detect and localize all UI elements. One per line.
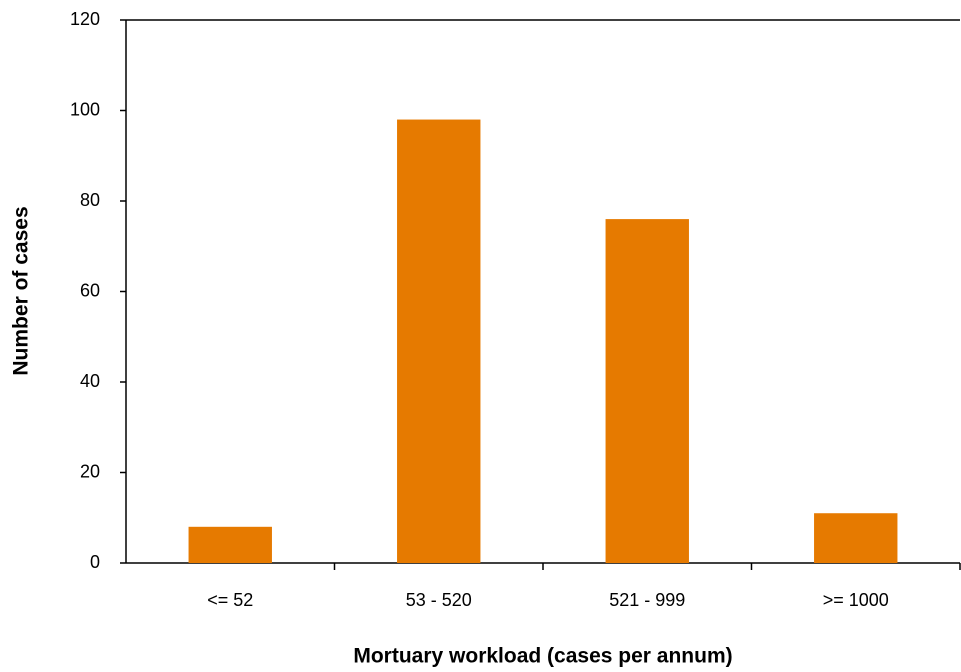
y-tick-label: 20 bbox=[80, 461, 100, 481]
x-tick-label: 521 - 999 bbox=[609, 590, 685, 610]
x-tick-label: 53 - 520 bbox=[406, 590, 472, 610]
y-tick-label: 100 bbox=[70, 99, 100, 119]
y-tick-label: 0 bbox=[90, 552, 100, 572]
y-tick-label: 40 bbox=[80, 371, 100, 391]
bar bbox=[605, 219, 689, 563]
y-tick-label: 60 bbox=[80, 280, 100, 300]
y-axis-title: Number of cases bbox=[10, 206, 33, 375]
bar bbox=[397, 119, 481, 564]
x-axis-title: Mortuary workload (cases per annum) bbox=[353, 645, 732, 668]
y-tick-label: 120 bbox=[70, 9, 100, 29]
bar bbox=[188, 526, 272, 563]
x-tick-label: >= 1000 bbox=[823, 590, 889, 610]
x-tick-label: <= 52 bbox=[207, 590, 253, 610]
bar bbox=[814, 513, 898, 563]
y-tick-label: 80 bbox=[80, 190, 100, 210]
